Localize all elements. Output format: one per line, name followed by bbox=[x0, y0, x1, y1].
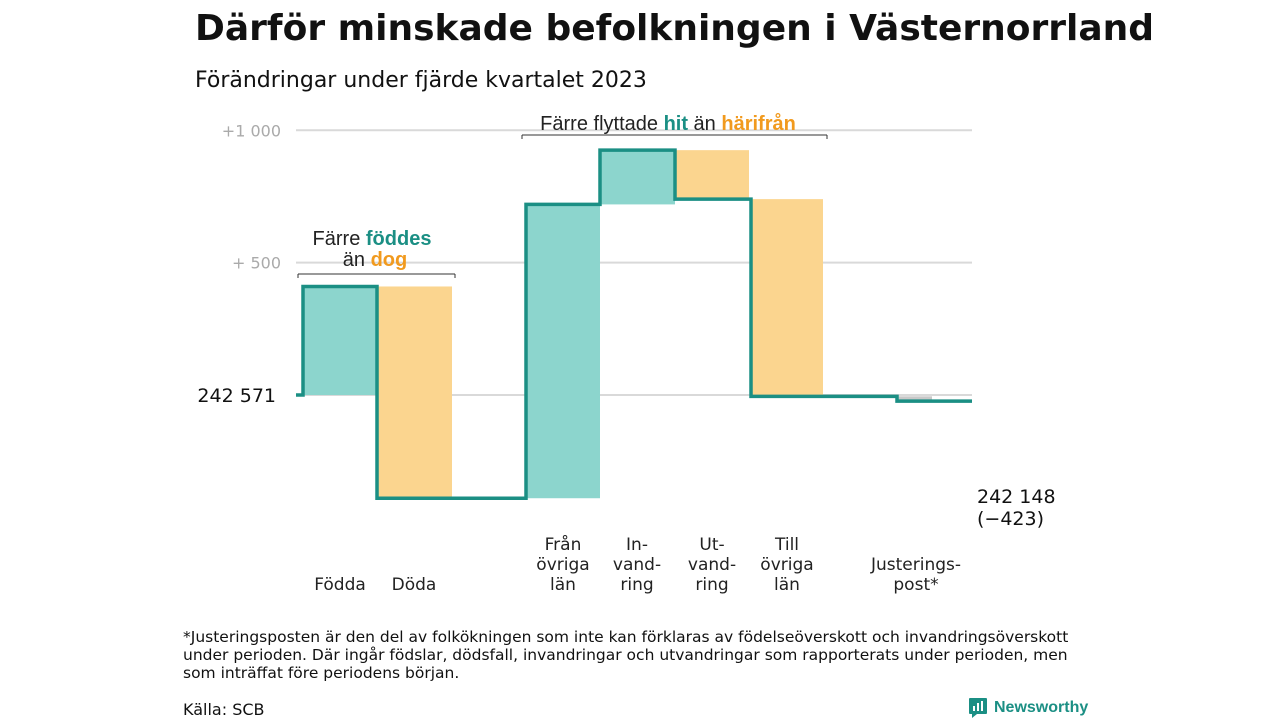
start-value-label: 242 571 bbox=[197, 385, 276, 407]
category-label: post* bbox=[893, 575, 938, 595]
bar-utvandring bbox=[675, 150, 749, 200]
category-label: vand- bbox=[613, 555, 661, 575]
category-label: övriga bbox=[536, 555, 589, 575]
bar-chart-icon bbox=[969, 698, 987, 718]
cumulative-step-line bbox=[296, 148, 972, 500]
end-change-label: (−423) bbox=[977, 508, 1044, 530]
chart-title: Därför minskade befolkningen i Västernor… bbox=[195, 8, 1155, 49]
bar-från-övriga-län bbox=[526, 204, 600, 499]
category-label: Till bbox=[774, 535, 799, 555]
bar-födda bbox=[303, 286, 376, 395]
bar-döda bbox=[377, 286, 452, 499]
y-tick-label: + 500 bbox=[232, 254, 281, 273]
category-label: vand- bbox=[688, 555, 736, 575]
y-tick-label: +1 000 bbox=[222, 121, 281, 140]
category-label: Ut- bbox=[699, 535, 724, 555]
category-label: ring bbox=[620, 575, 653, 595]
category-label: In- bbox=[626, 535, 648, 555]
category-label: Döda bbox=[392, 575, 437, 595]
bar-till-övriga-län bbox=[751, 199, 823, 397]
category-label: län bbox=[774, 575, 800, 595]
category-label: Från bbox=[545, 534, 582, 555]
category-label: övriga bbox=[760, 555, 813, 575]
category-label: ring bbox=[695, 575, 728, 595]
end-value-label: 242 148 bbox=[977, 486, 1056, 508]
source-label: Källa: SCB bbox=[183, 700, 265, 719]
newsworthy-logo: Newsworthy bbox=[968, 696, 1088, 720]
category-label: Justerings- bbox=[870, 555, 961, 575]
births-annotation-line1: Färre föddes bbox=[313, 228, 432, 250]
footnote: *Justeringsposten är den del av folkökni… bbox=[183, 628, 1069, 682]
bar-invandring bbox=[600, 150, 675, 205]
brand-name: Newsworthy bbox=[994, 699, 1089, 716]
category-label: län bbox=[550, 575, 576, 595]
bar-justeringspost bbox=[897, 396, 932, 402]
chart-subtitle: Förändringar under fjärde kvartalet 2023 bbox=[195, 68, 647, 93]
migration-annotation: Färre flyttade hit än härifrån bbox=[540, 112, 796, 135]
waterfall-chart: +1 000 + 500 242 571 242 148(−423) Födda Döda… bbox=[197, 112, 1056, 595]
births-annotation-line2: än dog bbox=[343, 249, 407, 271]
category-label: Födda bbox=[314, 575, 366, 595]
